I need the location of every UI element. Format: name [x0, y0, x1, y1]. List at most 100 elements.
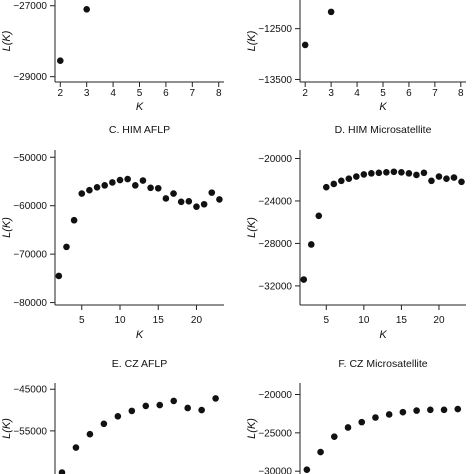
data-point [398, 168, 405, 176]
data-point [390, 168, 398, 176]
y-tick-label: −30000 [258, 467, 292, 474]
data-point [428, 177, 435, 185]
data-point [139, 177, 147, 184]
y-axis-label: L(K) [246, 418, 258, 439]
data-point [405, 170, 413, 177]
data-point [83, 5, 90, 13]
x-axis-label: K [379, 101, 387, 113]
data-point [131, 182, 139, 189]
data-point [177, 198, 185, 206]
data-point [440, 406, 448, 414]
panel-b: −12500 −13500 L(K) 2 3 4 5 6 7 8 K [246, 0, 466, 113]
data-point [55, 272, 63, 280]
x-tick-label: 3 [328, 88, 334, 99]
data-point [170, 190, 177, 197]
data-point [443, 175, 450, 182]
data-point [109, 179, 116, 186]
data-point [93, 183, 101, 191]
x-tick-label: 5 [137, 88, 143, 99]
data-point [200, 200, 208, 208]
y-tick-label: −24000 [258, 196, 292, 207]
y-axis-label: L(K) [246, 30, 258, 51]
panel-title: E. CZ AFLP [112, 358, 167, 370]
y-tick-label: −80000 [13, 298, 47, 309]
data-point [360, 171, 368, 178]
data-point [301, 41, 309, 49]
data-point [317, 448, 324, 456]
y-tick-label: −70000 [13, 250, 47, 261]
x-axis-label: K [136, 329, 144, 341]
data-point [208, 189, 216, 196]
x-tick-label: 20 [191, 315, 203, 326]
y-tick-label: −27000 [13, 1, 47, 12]
x-tick-label: 5 [79, 315, 85, 326]
data-point [322, 183, 330, 191]
y-tick-label: −60000 [13, 201, 47, 212]
data-point [86, 186, 93, 194]
panel-title: F. CZ Microsatellite [338, 358, 427, 370]
data-point [193, 203, 200, 210]
data-point [383, 168, 390, 176]
data-point [435, 173, 443, 180]
data-point [58, 469, 66, 474]
data-point [156, 401, 164, 409]
y-axis-label: L(K) [1, 418, 13, 439]
data-point [413, 171, 420, 179]
data-point [216, 196, 223, 203]
y-tick-label: −32000 [258, 281, 292, 292]
x-tick-label: 8 [216, 88, 222, 99]
data-point [170, 397, 178, 405]
data-point [116, 176, 124, 184]
panel-a: −27000 −29000 L(K) 2 3 4 5 6 7 8 K [1, 0, 224, 113]
data-point [375, 169, 383, 177]
data-point [413, 407, 420, 414]
data-point [100, 420, 108, 428]
data-point [72, 444, 80, 451]
panel-f-cz-microsatellite: F. CZ Microsatellite −20000 −25000 −30000 L(… [246, 358, 462, 474]
x-tick-label: 8 [458, 88, 464, 99]
x-tick-label: 20 [433, 315, 445, 326]
x-tick-label: 5 [380, 88, 386, 99]
data-point [420, 169, 428, 177]
y-tick-label: −29000 [13, 72, 47, 83]
data-point [330, 433, 338, 440]
data-point [458, 178, 465, 186]
y-tick-label: −25000 [258, 428, 292, 439]
data-point [399, 408, 407, 416]
data-point [307, 241, 315, 248]
y-axis-label: L(K) [246, 217, 258, 238]
x-tick-label: 15 [153, 315, 165, 326]
y-tick-label: −28000 [258, 239, 292, 250]
x-tick-label: 5 [324, 315, 330, 326]
data-point [147, 184, 154, 192]
data-point [427, 406, 434, 414]
y-tick-label: −55000 [13, 426, 47, 437]
data-point [454, 405, 462, 413]
data-point [315, 212, 323, 220]
data-point [128, 407, 136, 415]
data-point [70, 216, 78, 224]
x-tick-label: 15 [396, 315, 408, 326]
x-tick-label: 10 [114, 315, 126, 326]
x-tick-label: 4 [354, 88, 360, 99]
data-point [56, 57, 64, 65]
data-point [78, 190, 86, 197]
y-tick-label: −20000 [258, 154, 292, 165]
data-point [344, 424, 352, 431]
panel-c-him-aflp: C. HIM AFLP −50000 −60000 −70000 −80000 L(K) 5… [1, 124, 224, 341]
data-point [358, 418, 366, 426]
panel-title: D. HIM Microsatellite [335, 124, 432, 136]
x-tick-label: 3 [84, 88, 90, 99]
x-tick-label: 7 [190, 88, 196, 99]
data-point [162, 195, 170, 202]
data-point [185, 198, 193, 205]
data-point [327, 8, 335, 16]
data-point [184, 404, 191, 412]
data-point [353, 173, 360, 180]
x-tick-label: 6 [406, 88, 412, 99]
data-point [124, 175, 131, 183]
data-point [303, 466, 311, 473]
y-tick-label: −45000 [13, 385, 47, 396]
data-point [330, 180, 338, 188]
